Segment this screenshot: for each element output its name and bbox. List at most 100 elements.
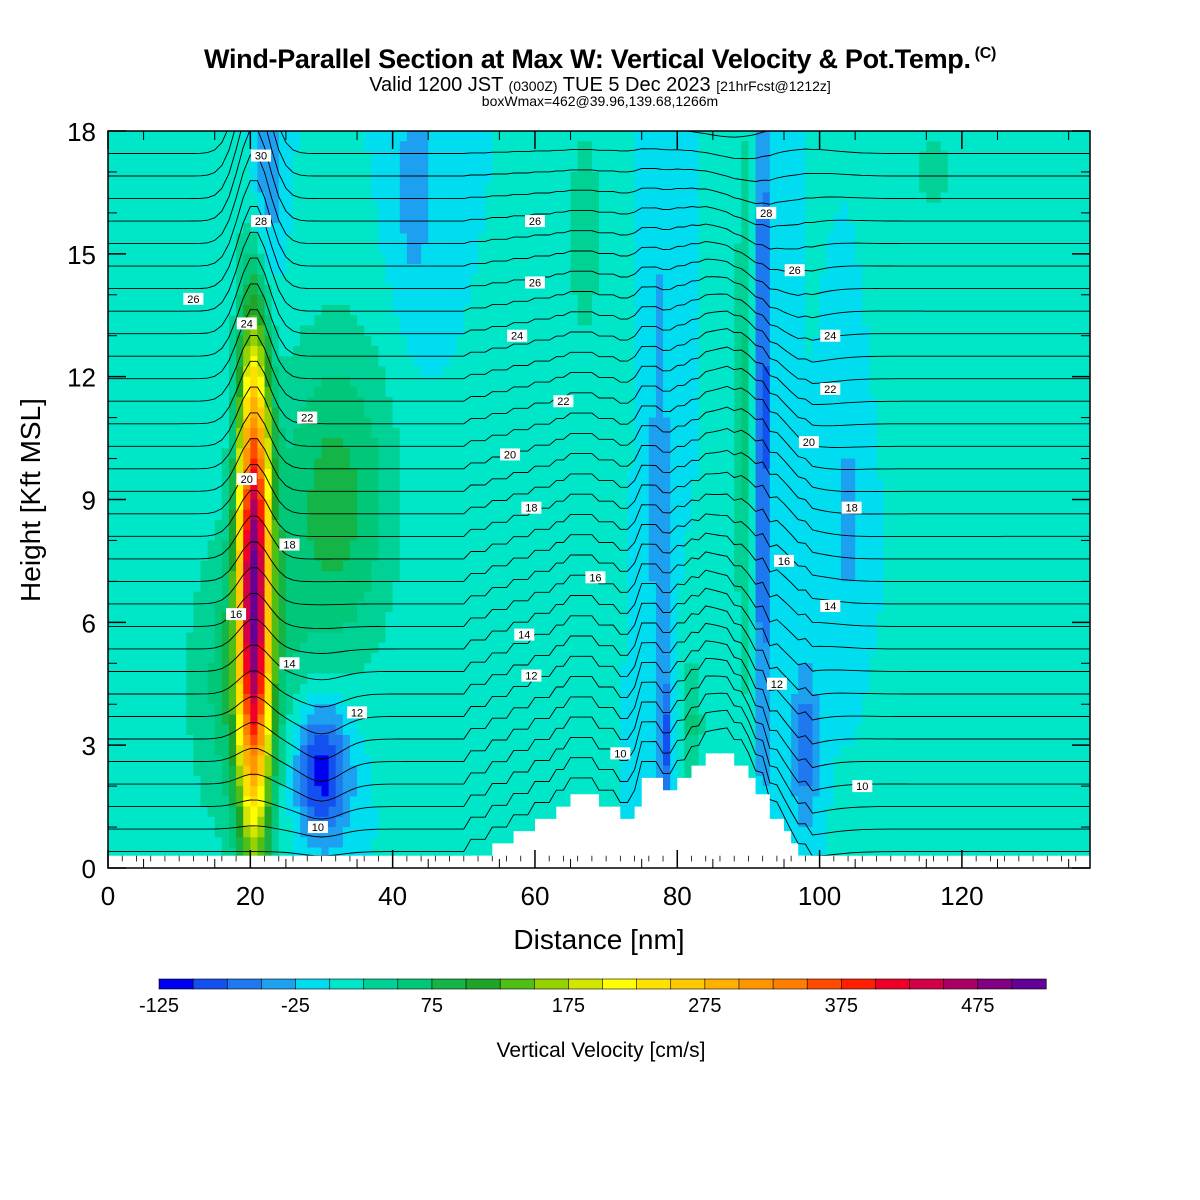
- field-cell: [399, 151, 408, 163]
- field-cell: [755, 305, 764, 316]
- field-cell: [449, 243, 458, 255]
- field-cell: [1061, 274, 1070, 286]
- field-cell: [912, 335, 920, 347]
- field-cell: [520, 264, 529, 275]
- field-cell: [449, 376, 458, 388]
- field-cell: [1068, 131, 1077, 142]
- field-cell: [1040, 386, 1048, 398]
- field-cell: [819, 151, 828, 163]
- field-cell: [855, 131, 863, 142]
- field-cell: [542, 243, 550, 255]
- field-cell: [556, 479, 565, 490]
- field-cell: [207, 417, 216, 429]
- field-cell: [606, 151, 614, 163]
- field-cell: [663, 294, 671, 306]
- field-cell: [542, 305, 550, 316]
- field-cell: [1054, 315, 1063, 327]
- field-cell: [1082, 284, 1090, 296]
- field-cell: [1025, 264, 1034, 275]
- field-cell: [1018, 141, 1027, 153]
- field-cell: [577, 325, 586, 337]
- field-cell: [954, 264, 963, 275]
- field-cell: [848, 376, 856, 388]
- field-cell: [584, 274, 593, 286]
- field-cell: [129, 192, 138, 204]
- field-cell: [1061, 489, 1070, 501]
- field-cell: [727, 131, 735, 142]
- field-cell: [349, 212, 358, 224]
- field-cell: [791, 448, 799, 460]
- field-cell: [648, 397, 657, 408]
- field-cell: [627, 243, 636, 255]
- field-cell: [186, 212, 194, 224]
- field-cell: [357, 407, 365, 419]
- field-cell: [164, 202, 173, 214]
- field-cell: [513, 356, 522, 368]
- field-cell: [200, 376, 209, 388]
- field-cell: [485, 202, 493, 214]
- field-cell: [321, 233, 330, 245]
- field-cell: [599, 171, 607, 183]
- field-cell: [997, 315, 1006, 327]
- field-cell: [1054, 171, 1063, 183]
- field-cell: [556, 417, 565, 429]
- field-cell: [214, 182, 223, 194]
- field-cell: [798, 161, 806, 173]
- field-cell: [456, 448, 465, 460]
- field-cell: [876, 243, 885, 255]
- field-cell: [577, 223, 586, 234]
- field-cell: [513, 151, 522, 163]
- field-cell: [1018, 131, 1027, 142]
- field-cell: [798, 284, 806, 296]
- field-cell: [349, 253, 358, 265]
- field-cell: [762, 325, 771, 337]
- field-cell: [250, 376, 259, 388]
- field-cell: [143, 233, 152, 245]
- field-cell: [599, 386, 607, 398]
- field-cell: [798, 468, 806, 480]
- field-cell: [570, 202, 579, 214]
- field-cell: [627, 427, 636, 439]
- field-cell: [976, 274, 984, 286]
- field-cell: [499, 243, 508, 255]
- field-cell: [947, 243, 956, 255]
- field-cell: [762, 458, 771, 470]
- field-cell: [584, 417, 593, 429]
- field-cell: [478, 192, 486, 204]
- field-cell: [954, 131, 963, 142]
- field-cell: [940, 427, 949, 439]
- field-cell: [1025, 315, 1034, 327]
- field-cell: [613, 182, 621, 194]
- field-cell: [904, 182, 913, 194]
- field-cell: [250, 284, 259, 296]
- field-cell: [741, 315, 750, 327]
- field-cell: [584, 212, 593, 224]
- field-cell: [705, 458, 714, 470]
- field-cell: [769, 325, 778, 337]
- field-cell: [947, 223, 956, 234]
- field-cell: [335, 212, 344, 224]
- field-cell: [527, 305, 536, 316]
- field-cell: [193, 458, 202, 470]
- field-cell: [655, 386, 664, 398]
- field-cell: [691, 171, 700, 183]
- field-cell: [883, 386, 892, 398]
- field-cell: [342, 151, 351, 163]
- field-cell: [1018, 305, 1027, 316]
- field-cell: [243, 294, 251, 306]
- field-cell: [577, 212, 586, 224]
- field-cell: [115, 417, 123, 429]
- field-cell: [748, 335, 757, 347]
- field-cell: [691, 479, 700, 490]
- field-cell: [357, 417, 365, 429]
- field-cell: [897, 171, 906, 183]
- field-cell: [392, 212, 401, 224]
- field-cell: [1011, 345, 1020, 357]
- field-cell: [463, 397, 472, 408]
- field-cell: [940, 356, 949, 368]
- field-cell: [506, 417, 515, 429]
- field-cell: [947, 151, 956, 163]
- field-cell: [599, 141, 607, 153]
- field-cell: [563, 264, 572, 275]
- field-cell: [221, 315, 230, 327]
